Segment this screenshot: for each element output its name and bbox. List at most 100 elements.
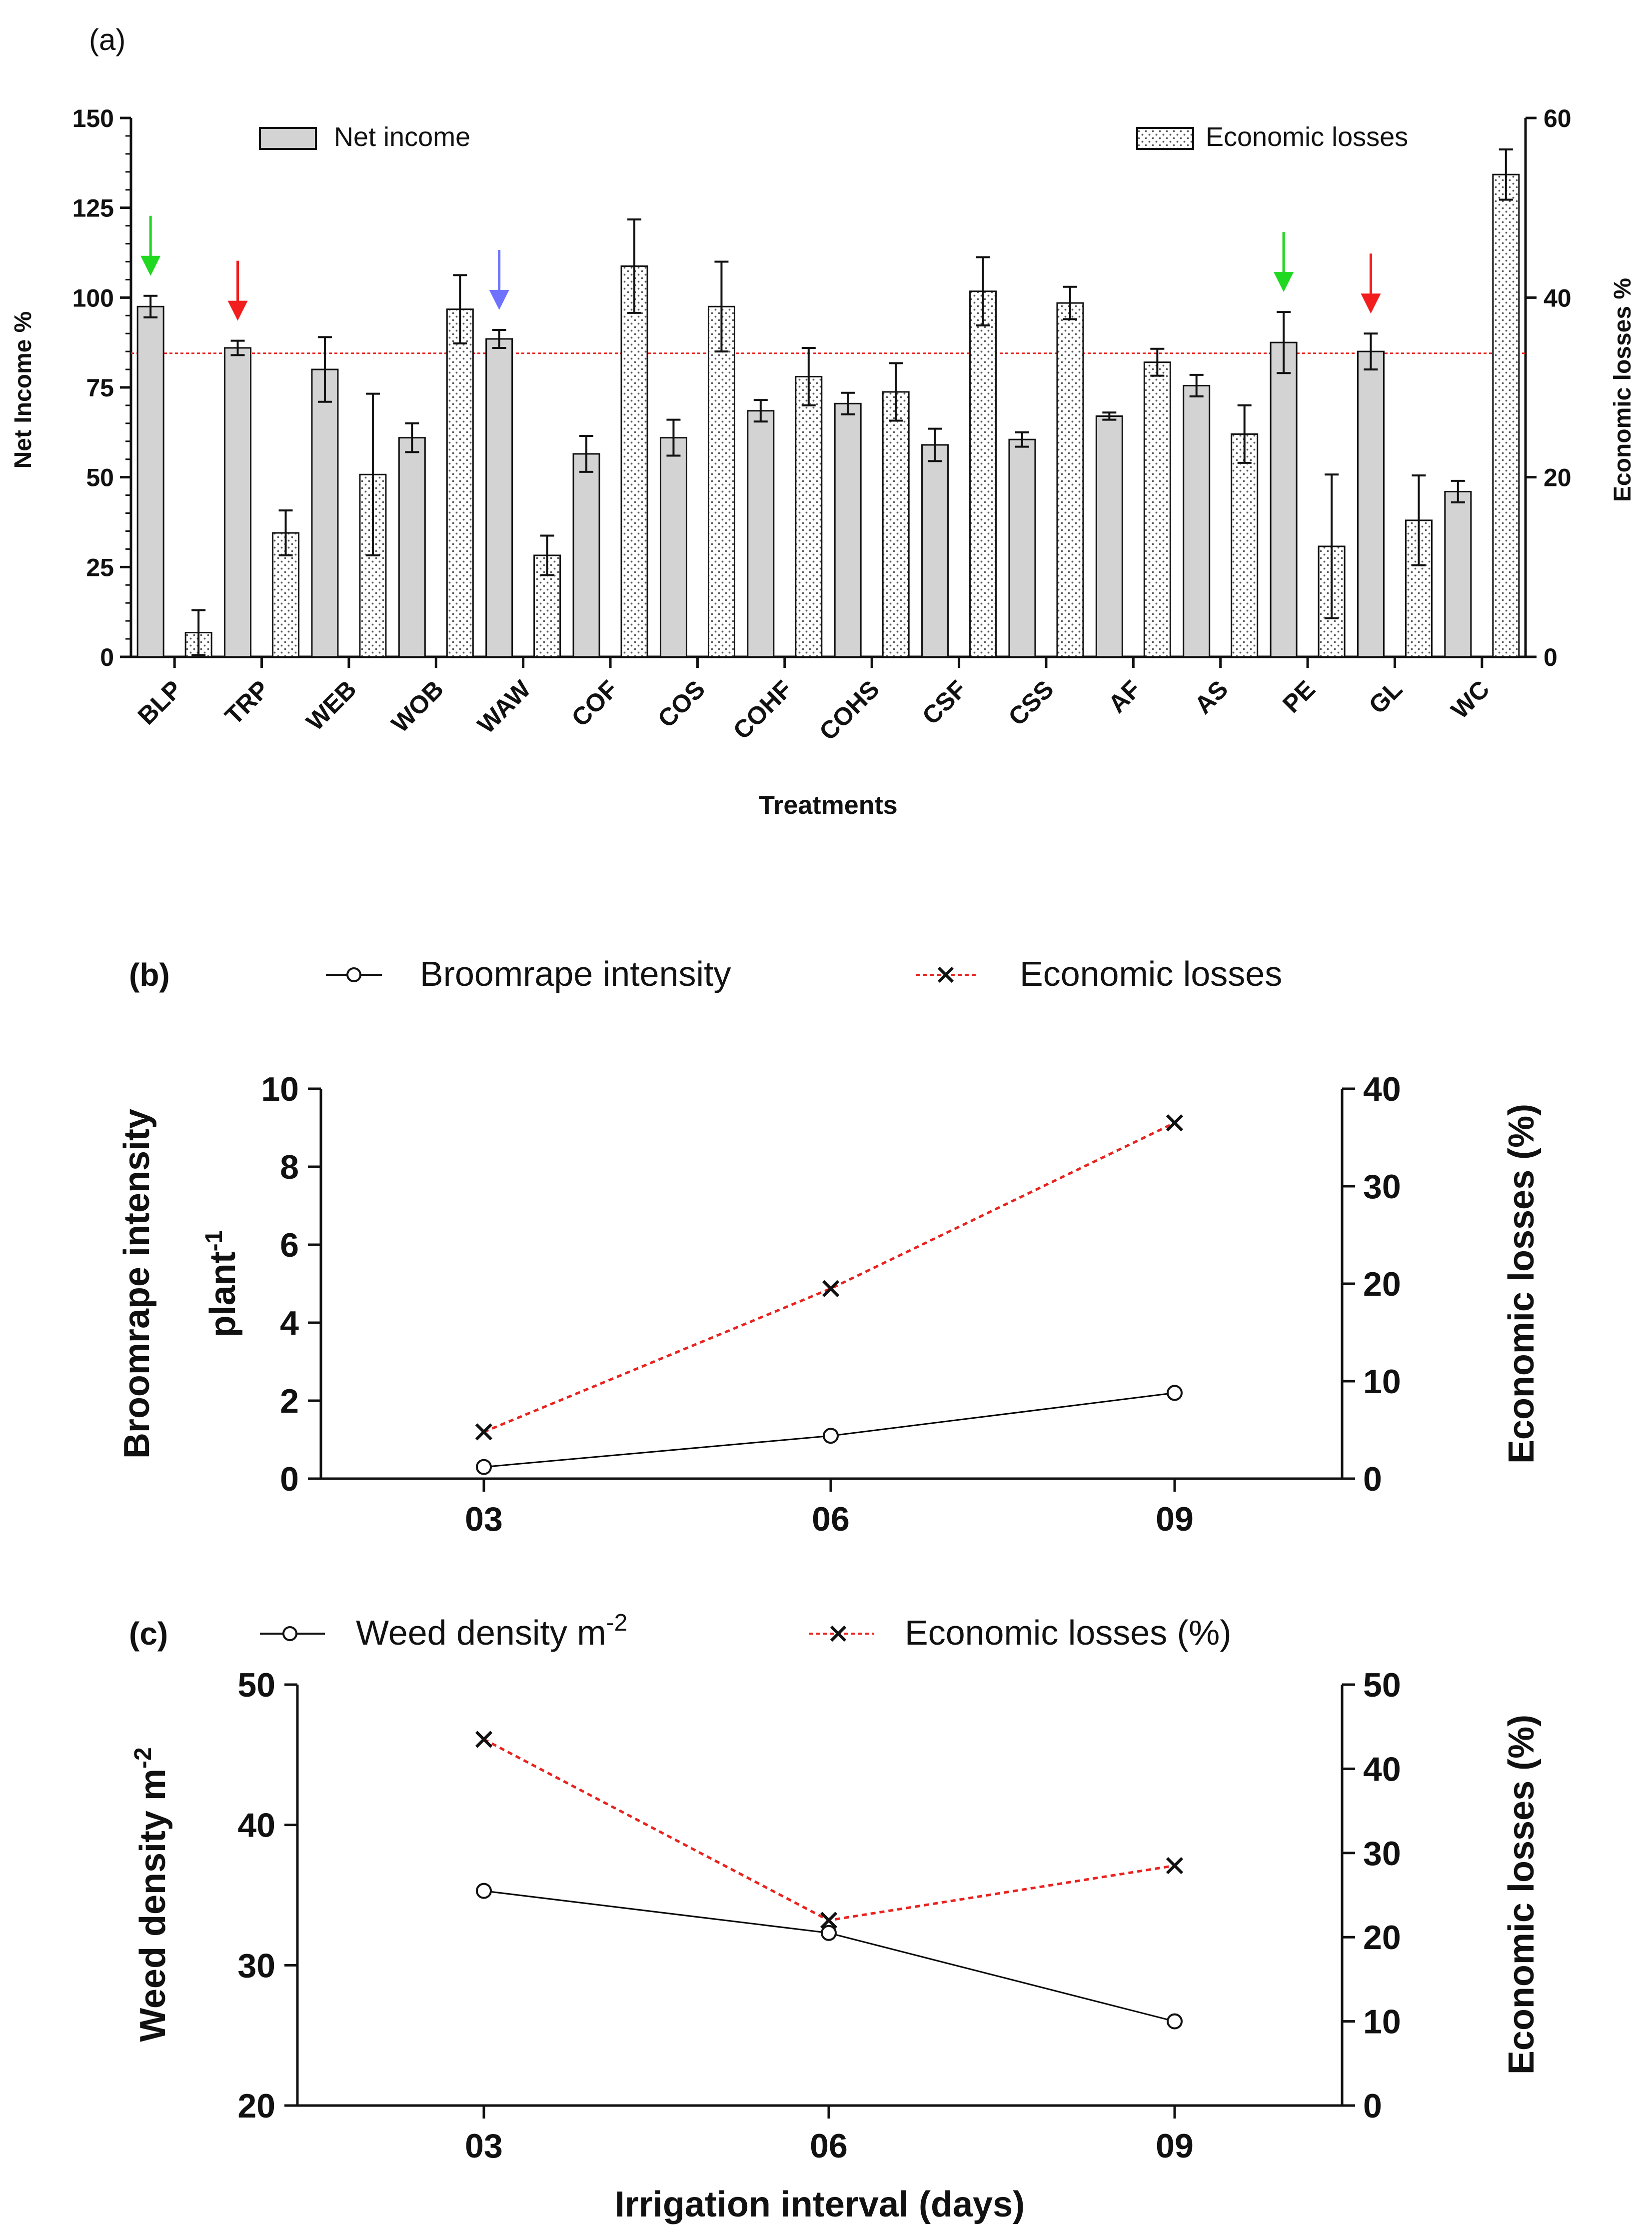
errorbar-economic-losses-web bbox=[365, 392, 380, 556]
series-1-point-1 bbox=[822, 1280, 840, 1297]
panel-c-right-axis-title: Economic losses (%) bbox=[1502, 1715, 1542, 2075]
bar-net-income-as bbox=[1183, 384, 1211, 658]
series-0-point-0 bbox=[476, 1459, 492, 1475]
a-right-tick-label: 0 bbox=[1544, 643, 1558, 671]
right-tick-label: 50 bbox=[1363, 1666, 1401, 1704]
errorbar-net-income-css bbox=[1015, 431, 1029, 448]
panel-a-legend: Net income Economic losses bbox=[259, 122, 1408, 152]
bar-net-income-pe bbox=[1270, 341, 1298, 658]
errorbar-economic-losses-trp bbox=[278, 509, 293, 556]
arrow-gl bbox=[1361, 253, 1381, 314]
panel-b-label: (b) bbox=[129, 957, 170, 993]
panel-a-left-ticks: 0 25 50 75 100 125 150 bbox=[72, 104, 131, 671]
panel-b: (b) Broomrape intensity Economic losses … bbox=[117, 954, 1542, 1538]
a-x-tick-label: AF bbox=[1103, 675, 1146, 718]
bar-net-income-gl bbox=[1357, 350, 1385, 658]
right-tick-label: 10 bbox=[1363, 2003, 1401, 2041]
series-1-point-1 bbox=[820, 1912, 838, 1929]
errorbar-net-income-af bbox=[1102, 411, 1117, 421]
panel-c-label: (c) bbox=[129, 1616, 168, 1652]
bar-net-income-cof bbox=[572, 453, 600, 658]
legend-label-losses-c: Economic losses (%) bbox=[905, 1613, 1232, 1652]
arrow-head bbox=[227, 300, 248, 321]
bar-net-income-csf bbox=[921, 444, 949, 658]
series-1-point-0 bbox=[475, 1423, 493, 1441]
legend-marker-losses-c bbox=[830, 1625, 847, 1642]
panel-b-left-ticks: 0 2 4 6 8 10 bbox=[261, 1070, 321, 1498]
panel-a-right-ticks: 0 20 40 60 bbox=[1526, 104, 1572, 671]
errorbar-economic-losses-csf bbox=[976, 256, 990, 327]
errorbar-net-income-waw bbox=[492, 329, 506, 349]
a-left-tick-label: 100 bbox=[72, 284, 114, 312]
a-x-tick-label: GL bbox=[1364, 675, 1408, 719]
left-tick-label: 2 bbox=[280, 1382, 299, 1420]
arrow-head bbox=[1361, 293, 1381, 314]
panel-b-legend-losses: Economic losses bbox=[916, 954, 1282, 993]
legend-label-net-income: Net income bbox=[334, 122, 470, 152]
bar-net-income-cohf bbox=[747, 410, 775, 658]
errorbar-net-income-csf bbox=[928, 427, 942, 462]
panel-c-series bbox=[475, 1731, 1184, 2030]
arrow-head bbox=[140, 255, 161, 276]
right-tick-label: 20 bbox=[1363, 1265, 1401, 1303]
bar-net-income-blp bbox=[136, 305, 164, 658]
bar-net-income-trp bbox=[224, 347, 252, 658]
right-tick-label: 10 bbox=[1363, 1363, 1401, 1401]
bar-economic-losses-css bbox=[1056, 302, 1084, 658]
legend-label-broomrape: Broomrape intensity bbox=[420, 954, 731, 993]
panel-b-left-axis-title-plant: plant bbox=[203, 1251, 243, 1337]
panel-a-right-axis-title: Economic losses % bbox=[1610, 278, 1636, 502]
errorbar-net-income-blp bbox=[143, 294, 158, 318]
errorbar-net-income-as bbox=[1189, 373, 1204, 397]
x-tick-label: 03 bbox=[465, 2127, 503, 2165]
right-tick-label: 40 bbox=[1363, 1750, 1401, 1788]
series-0-point-1 bbox=[823, 1428, 839, 1444]
x-tick-label: 09 bbox=[1156, 2127, 1194, 2165]
errorbar-net-income-pe bbox=[1277, 311, 1291, 374]
panel-b-left-axis-title-line2: plant-1 bbox=[201, 1230, 243, 1338]
bar-net-income-cos bbox=[659, 437, 687, 658]
legend-marker-broomrape bbox=[346, 967, 361, 982]
left-tick-label: 4 bbox=[280, 1304, 299, 1342]
panel-c: (c) Weed density m-2 Economic losses (%)… bbox=[129, 1610, 1542, 2225]
right-tick-label: 20 bbox=[1363, 1919, 1401, 1957]
a-right-tick-label: 60 bbox=[1544, 104, 1572, 132]
panel-b-legend: Broomrape intensity Economic losses bbox=[326, 954, 1282, 993]
a-left-tick-label: 150 bbox=[72, 104, 114, 132]
a-x-tick-label: WOB bbox=[386, 675, 449, 738]
arrow-pe bbox=[1274, 232, 1294, 292]
bar-economic-losses-as bbox=[1231, 433, 1259, 658]
a-left-tick-label: 50 bbox=[86, 464, 114, 492]
a-left-tick-label: 125 bbox=[72, 194, 114, 222]
errorbar-economic-losses-as bbox=[1237, 404, 1252, 464]
a-x-tick-label: COS bbox=[652, 675, 710, 733]
legend-marker-weed bbox=[282, 1626, 297, 1641]
errorbar-net-income-gl bbox=[1364, 332, 1378, 371]
bar-economic-losses-cof bbox=[620, 265, 648, 658]
a-right-tick-label: 20 bbox=[1544, 464, 1572, 492]
bar-economic-losses-cos bbox=[707, 305, 735, 658]
left-tick-label: 40 bbox=[237, 1807, 275, 1845]
a-x-tick-label: AS bbox=[1189, 675, 1234, 719]
panel-a-right-axis: 0 20 40 60 bbox=[1524, 104, 1572, 671]
x-tick-label: 03 bbox=[465, 1500, 503, 1538]
left-tick-label: 0 bbox=[280, 1460, 299, 1498]
a-left-tick-label: 25 bbox=[86, 553, 114, 581]
x-tick-label: 09 bbox=[1156, 1500, 1194, 1538]
right-tick-label: 0 bbox=[1363, 2087, 1382, 2125]
arrow-trp bbox=[227, 260, 248, 321]
series-1-point-2 bbox=[1166, 1857, 1184, 1875]
errorbar-economic-losses-cos bbox=[714, 260, 729, 353]
panel-b-x-ticks: 03 06 09 bbox=[465, 1479, 1194, 1538]
arrow-blp bbox=[140, 215, 161, 276]
legend-label-economic-losses: Economic losses bbox=[1206, 122, 1408, 152]
panel-c-legend-losses: Economic losses (%) bbox=[809, 1613, 1232, 1652]
bar-net-income-waw bbox=[485, 338, 513, 658]
bar-economic-losses-web bbox=[359, 473, 387, 658]
x-tick-label: 06 bbox=[812, 1500, 850, 1538]
errorbar-economic-losses-blp bbox=[191, 609, 206, 656]
series-0-point-1 bbox=[821, 1925, 837, 1941]
legend-label-weed-main: Weed density m bbox=[356, 1613, 606, 1652]
errorbar-economic-losses-waw bbox=[540, 534, 554, 576]
a-x-tick-label: COF bbox=[566, 675, 623, 732]
